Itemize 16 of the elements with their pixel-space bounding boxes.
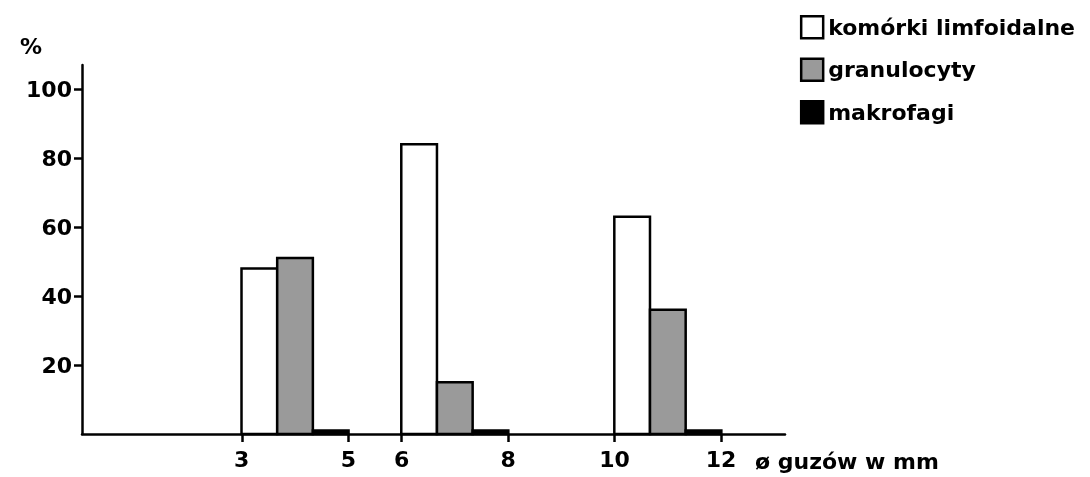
legend-label: granulocyty [828,57,976,83]
y-axis-title: % [19,33,42,59]
x-tick-label: 10 [599,446,630,472]
y-tick-label: 100 [26,76,72,102]
x-tick-label: 6 [393,446,410,472]
x-tick-label: 12 [705,446,737,472]
x-tick-label: 5 [340,446,356,472]
x-tick-label: 3 [234,446,250,472]
x-tick-label: 8 [500,446,516,472]
y-tick-label: 60 [41,214,72,240]
y-tick-label: 80 [41,145,72,171]
x-axis-title: ø guzów w mm [755,448,939,474]
y-tick-label: 20 [41,352,72,378]
legend-label: makrofagi [828,99,955,125]
legend-label: komórki limfoidalne [828,14,1075,40]
y-tick-label: 40 [41,283,72,309]
